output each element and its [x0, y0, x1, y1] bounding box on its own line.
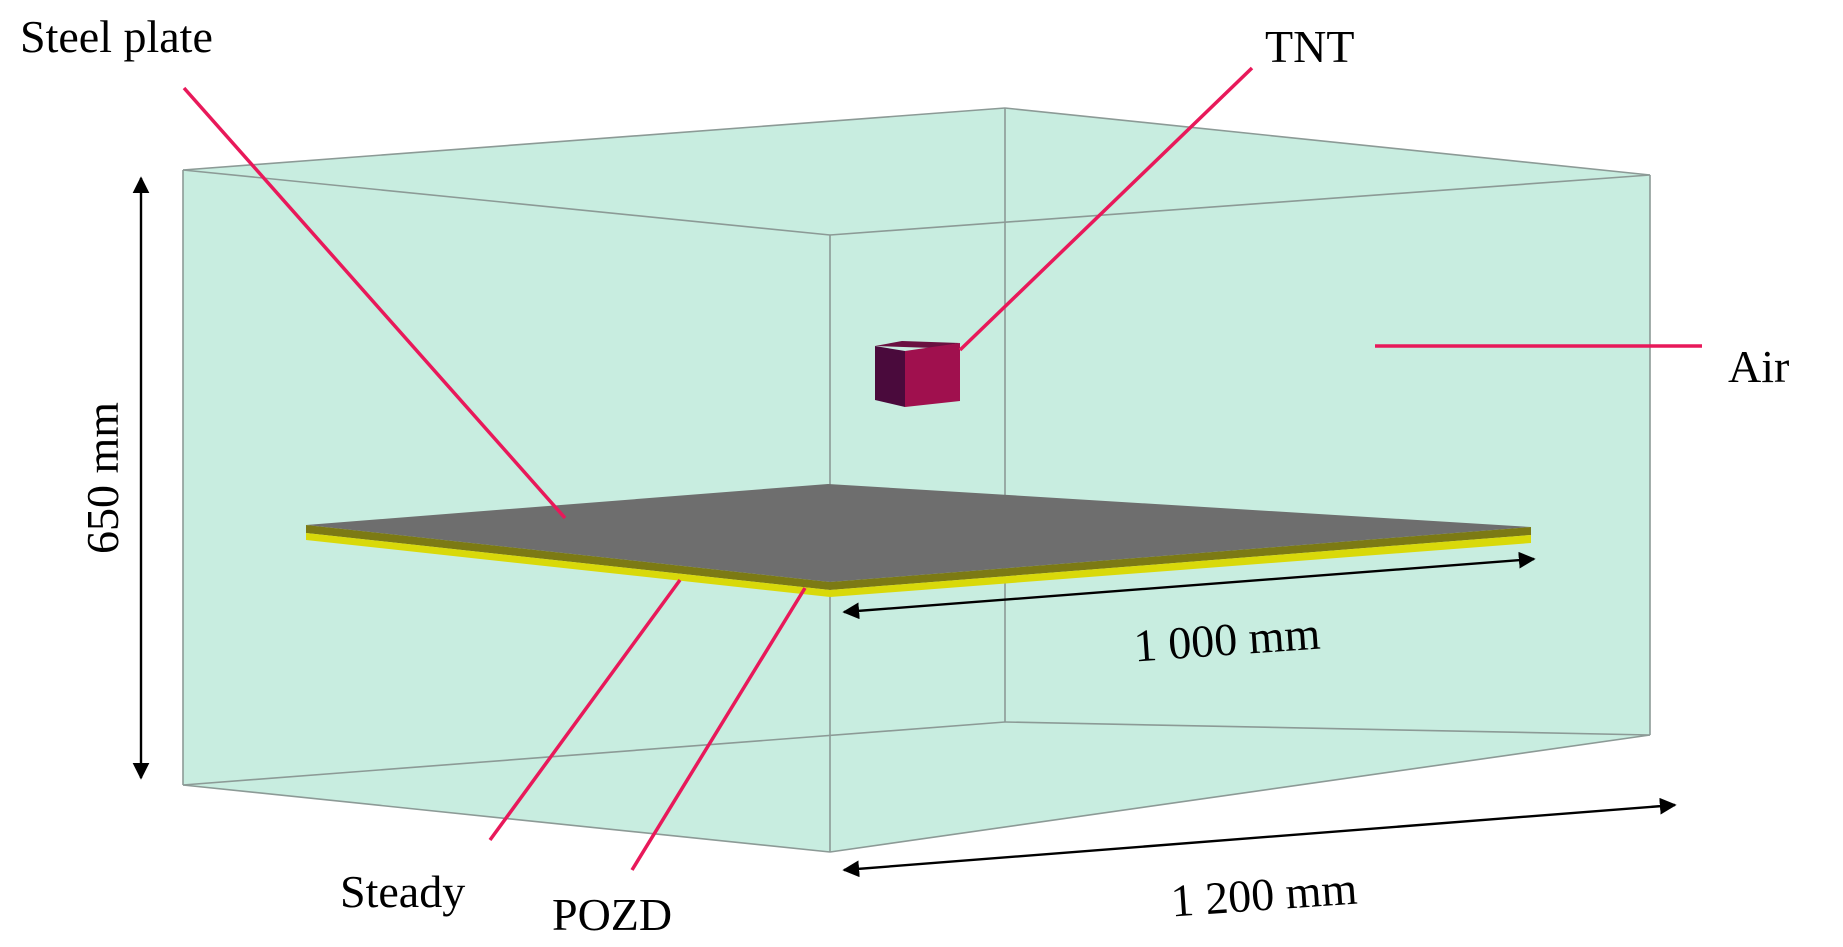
tnt-label: TNT — [1265, 21, 1354, 72]
steel-plate-top — [306, 484, 1531, 582]
air-domain — [182, 107, 1651, 853]
steady-layer — [306, 533, 830, 597]
pozd-layer — [306, 525, 830, 590]
tnt-front-face — [875, 346, 905, 407]
domain-width-dimension-label: 1 200 mm — [1169, 863, 1359, 927]
steady-leader — [488, 578, 682, 842]
tnt-side-face — [905, 343, 960, 407]
steady-label: Steady — [340, 866, 465, 917]
tnt-charge — [875, 341, 960, 407]
steel-plate-leader — [182, 86, 567, 520]
air-label: Air — [1728, 341, 1789, 392]
tnt-leader — [958, 66, 1254, 352]
plate-width-dimension-arrow — [842, 551, 1536, 620]
air-back-face — [183, 108, 1650, 852]
pozd-leader — [630, 587, 807, 871]
height-dimension-label: 650 mm — [77, 402, 128, 554]
domain-width-dimension-arrow — [842, 797, 1677, 878]
pozd-label: POZD — [552, 889, 672, 940]
steel-plate-label: Steel plate — [20, 11, 213, 62]
